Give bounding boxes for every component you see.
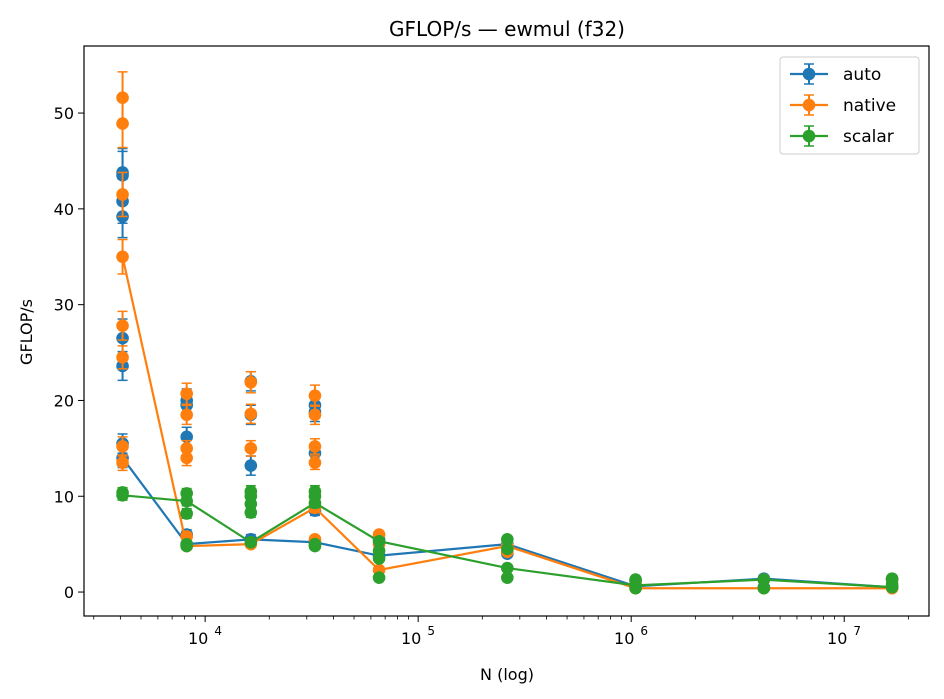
axes: 0 10 20 30 40 50 10 4 10 5 10 6 10 7 xyxy=(54,104,909,648)
data-point xyxy=(180,442,193,455)
y-tick-label: 30 xyxy=(54,296,74,315)
y-tick-label: 10 xyxy=(54,487,74,506)
data-point xyxy=(501,561,514,575)
legend-marker xyxy=(802,129,816,143)
data-point xyxy=(244,407,258,421)
data-point xyxy=(180,507,193,520)
data-point xyxy=(244,442,258,455)
data-point xyxy=(372,534,386,548)
legend-box xyxy=(779,56,920,155)
data-point xyxy=(372,552,386,565)
legend-label-auto: auto xyxy=(843,65,881,85)
x-tick-exponent: 4 xyxy=(214,624,222,638)
data-point xyxy=(244,506,258,519)
legend: auto native scalar xyxy=(779,56,920,155)
x-tick-label: 10 xyxy=(614,629,634,648)
data-point xyxy=(308,456,322,470)
data-point xyxy=(308,539,322,553)
legend-label-native: native xyxy=(843,96,896,116)
data-point xyxy=(116,188,129,201)
series-scalar xyxy=(116,484,899,595)
data-point xyxy=(180,539,193,553)
data-point xyxy=(116,117,129,130)
x-axis-label: N (log) xyxy=(480,665,534,684)
data-point xyxy=(308,408,322,422)
legend-label-scalar: scalar xyxy=(843,127,894,147)
y-axis-label: GFLOP/s xyxy=(17,299,36,365)
data-point xyxy=(116,456,129,470)
y-tick-label: 0 xyxy=(64,583,74,602)
plot-area xyxy=(116,71,899,595)
x-tick-exponent: 5 xyxy=(427,624,435,638)
legend-marker xyxy=(802,98,816,112)
data-point xyxy=(116,488,129,502)
data-point xyxy=(757,581,771,595)
x-tick-exponent: 6 xyxy=(640,624,648,638)
x-tick-exponent: 7 xyxy=(853,624,861,638)
y-tick-label: 40 xyxy=(54,200,74,219)
x-tick-label: 10 xyxy=(188,629,208,648)
data-point xyxy=(308,389,322,402)
data-point xyxy=(308,496,322,510)
data-point xyxy=(501,571,514,584)
data-point xyxy=(116,440,129,453)
data-point xyxy=(116,319,129,333)
data-point xyxy=(180,387,193,401)
data-point xyxy=(757,573,771,586)
data-point xyxy=(180,408,193,422)
data-point xyxy=(116,250,129,264)
data-point xyxy=(885,580,899,594)
data-point xyxy=(244,459,258,472)
data-point xyxy=(180,494,193,508)
x-tick-label: 10 xyxy=(401,629,421,648)
x-tick-label: 10 xyxy=(827,629,847,648)
data-point xyxy=(244,375,258,389)
plot-frame xyxy=(83,45,930,617)
data-point xyxy=(372,571,386,584)
y-tick-label: 20 xyxy=(54,391,74,410)
legend-item-native: native xyxy=(790,94,896,116)
data-point xyxy=(116,91,129,105)
data-point xyxy=(180,451,193,465)
legend-item-scalar: scalar xyxy=(790,125,894,147)
data-point xyxy=(501,533,514,546)
data-point xyxy=(308,440,322,453)
y-tick-label: 50 xyxy=(54,104,74,123)
data-point xyxy=(116,351,129,364)
legend-marker xyxy=(802,67,816,81)
legend-item-auto: auto xyxy=(790,63,881,85)
data-point xyxy=(244,535,258,549)
chart-title: GFLOP/s — ewmul (f32) xyxy=(389,17,625,41)
data-point xyxy=(501,542,514,556)
data-point xyxy=(629,581,642,595)
